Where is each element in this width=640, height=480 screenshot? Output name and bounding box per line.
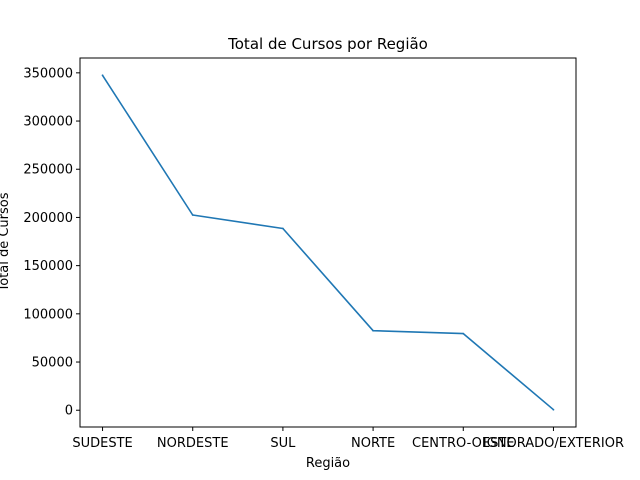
- x-tick-label: CENTRO-OESTE: [412, 436, 515, 451]
- y-tick-label: 300000: [23, 115, 73, 130]
- data-point: [372, 329, 374, 332]
- plot-area: 0 50000 100000 150000 200000 250000 300000 3500…: [23, 57, 624, 451]
- y-tick-label: 100000: [23, 307, 73, 322]
- y-axis: 0 50000 100000 150000 200000 250000 300000 3500…: [23, 66, 80, 419]
- chart-title: Total de Cursos por Região: [227, 35, 428, 53]
- data-point: [552, 408, 555, 411]
- data-point: [462, 332, 465, 335]
- y-tick-label: 0: [65, 404, 73, 419]
- x-tick-label: SUL: [270, 436, 296, 451]
- series-line: [101, 74, 555, 411]
- y-tick-label: 250000: [23, 163, 73, 178]
- x-tick-label: IGNORADO/EXTERIOR: [483, 436, 624, 451]
- y-tick-label: 50000: [32, 356, 73, 371]
- series-lines: [101, 74, 555, 411]
- y-tick-label: 350000: [23, 66, 73, 81]
- x-axis-label: Região: [306, 456, 350, 471]
- x-tick-label: NORTE: [351, 436, 395, 451]
- y-tick-label: 200000: [23, 211, 73, 226]
- data-point: [282, 227, 284, 230]
- y-tick-label: 150000: [23, 259, 73, 274]
- data-point: [191, 214, 194, 216]
- x-tick-label: NORDESTE: [157, 436, 229, 451]
- y-axis-label: Total de Cursos: [0, 192, 12, 292]
- data-point: [101, 74, 104, 77]
- x-axis: SUDESTE NORDESTE SUL NORTE CENTRO-OESTEIGNOR…: [72, 427, 624, 451]
- x-tick-label: SUDESTE: [72, 436, 132, 451]
- axes-frame: [79, 57, 577, 428]
